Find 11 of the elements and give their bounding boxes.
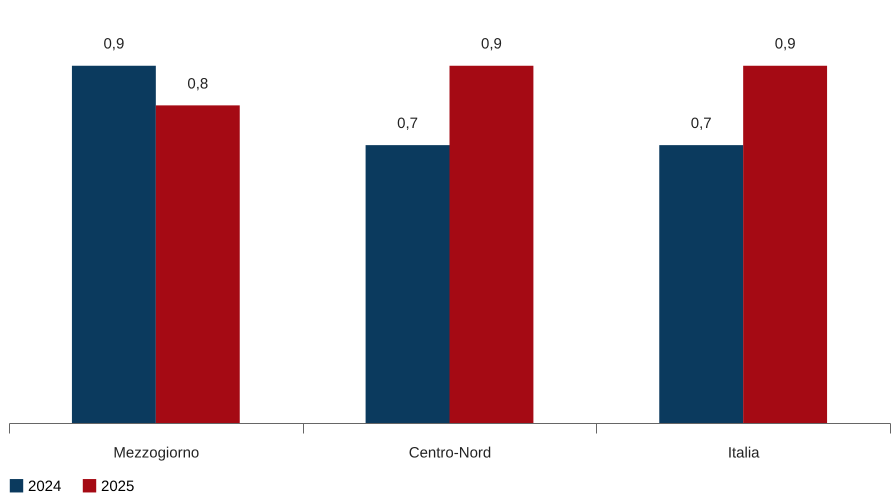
legend-label: 2024 <box>28 478 62 495</box>
data-label: 0,9 <box>481 36 502 53</box>
data-label: 0,8 <box>187 75 208 92</box>
data-label: 0,7 <box>690 115 712 132</box>
legend-label: 2025 <box>101 478 134 495</box>
x-tick-label: Mezzogiorno <box>113 444 200 462</box>
data-label: 0,9 <box>103 36 124 53</box>
x-tick-label: Italia <box>728 444 760 462</box>
data-label: 0,9 <box>774 36 796 53</box>
x-tick-label: Centro-Nord <box>408 444 492 462</box>
data-label: 0,7 <box>397 115 418 132</box>
